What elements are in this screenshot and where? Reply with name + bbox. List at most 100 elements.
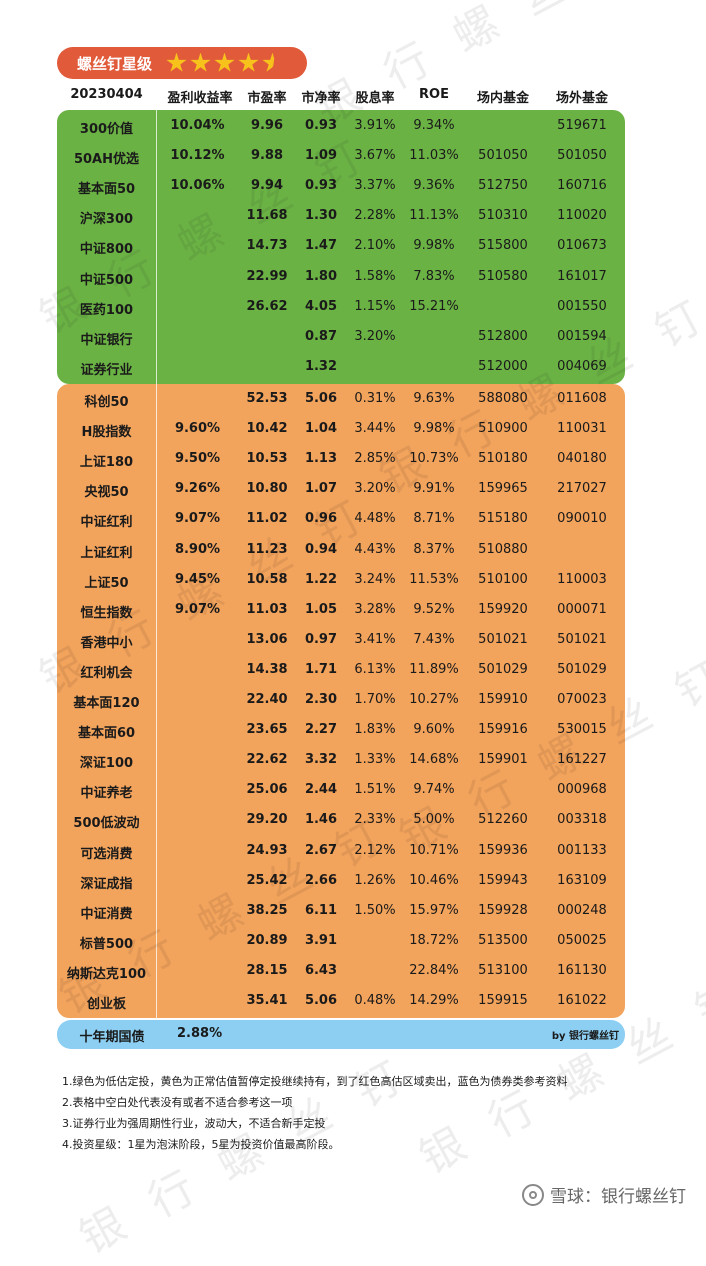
cell-out: 530015 — [557, 722, 607, 738]
cell-out: 161130 — [557, 962, 607, 978]
table-row: 500低波动 29.20 1.46 2.33% 5.00% 512260 003318 — [57, 805, 625, 835]
table-row: H股指数 9.60% 10.42 1.04 3.44% 9.98% 510900 110031 — [57, 414, 625, 444]
star-rating-badge: 螺丝钉星级 — [57, 47, 307, 79]
cell-pe: 13.06 — [246, 631, 288, 647]
cell-name: 纳斯达克100 — [66, 966, 147, 982]
cell-out: 501021 — [557, 631, 607, 647]
cell-dy: 2.10% — [354, 238, 396, 254]
cell-pb: 1.32 — [304, 358, 338, 374]
cell-in: 510310 — [478, 208, 528, 224]
cell-ey: 10.12% — [170, 148, 225, 164]
cell-dy: 3.44% — [354, 421, 396, 437]
cell-out: 217027 — [557, 481, 607, 497]
cell-dy: 4.43% — [354, 541, 396, 557]
cell-roe: 10.71% — [409, 842, 459, 858]
cell-pe: 22.99 — [246, 268, 288, 284]
cell-dy: 6.13% — [354, 661, 396, 677]
cell-in: 159943 — [478, 872, 528, 888]
cell-name: 医药100 — [79, 302, 134, 318]
cell-out: 160716 — [557, 178, 607, 194]
cell-dy: 0.31% — [354, 391, 396, 406]
cell-pe: 29.20 — [246, 812, 288, 828]
cell-ey: 9.45% — [174, 571, 221, 587]
table-header: 20230404 盈利收益率 市盈率 市净率 股息率 ROE 场内基金 场外基金 — [57, 85, 625, 107]
cell-pe: 11.02 — [246, 511, 288, 527]
cell-pe: 26.62 — [246, 298, 288, 314]
table-row: 基本面50 10.06% 9.94 0.93 3.37% 9.36% 512750 16071… — [57, 171, 625, 201]
bond-name: 十年期国债 — [79, 1030, 145, 1045]
header-dividend-yield: 股息率 — [355, 91, 395, 106]
cell-ey: 8.90% — [174, 541, 221, 557]
cell-out: 163109 — [557, 872, 607, 888]
cell-in: 159928 — [478, 902, 528, 918]
cell-in: 501029 — [478, 661, 528, 677]
cell-dy: 3.41% — [354, 631, 396, 647]
cell-in: 159936 — [478, 842, 528, 858]
header-off-exchange-fund: 场外基金 — [555, 91, 608, 106]
cell-roe: 7.43% — [413, 631, 455, 647]
cell-dy: 1.83% — [354, 722, 396, 738]
cell-in: 513500 — [478, 932, 528, 948]
cell-roe: 9.98% — [413, 421, 455, 437]
cell-pe: 25.42 — [246, 872, 288, 888]
cell-pe: 10.58 — [246, 571, 288, 587]
cell-name: 证券行业 — [80, 362, 133, 378]
cell-in: 512000 — [478, 358, 528, 374]
cell-name: 香港中小 — [80, 635, 133, 651]
cell-pe: 11.23 — [246, 541, 288, 557]
cell-roe: 15.21% — [409, 298, 459, 314]
table-row: 香港中小 13.06 0.97 3.41% 7.43% 501021 501021 — [57, 625, 625, 655]
cell-name: 创业板 — [86, 997, 126, 1012]
cell-name: 沪深300 — [79, 212, 134, 228]
cell-pb: 1.05 — [304, 601, 338, 617]
bond-yield: 2.88% — [177, 1026, 223, 1041]
table-row: 纳斯达克100 28.15 6.43 22.84% 513100 161130 — [57, 956, 625, 986]
cell-dy: 1.15% — [354, 298, 396, 314]
cell-pe: 9.96 — [250, 118, 284, 133]
cell-out: 161227 — [557, 752, 607, 768]
cell-ey: 9.26% — [174, 481, 221, 497]
cell-in: 159915 — [478, 993, 528, 1008]
cell-in: 501050 — [478, 148, 528, 164]
table-row: 沪深300 11.68 1.30 2.28% 11.13% 510310 110020 — [57, 201, 625, 231]
cell-roe: 11.13% — [409, 208, 459, 224]
snowball-logo-icon — [522, 1183, 544, 1206]
cell-in: 512260 — [478, 812, 528, 828]
cell-ey: 9.07% — [174, 601, 221, 617]
cell-out: 001550 — [557, 298, 607, 314]
cell-pe: 14.73 — [246, 238, 288, 254]
header-pb: 市净率 — [301, 91, 341, 106]
cell-out: 050025 — [557, 932, 607, 948]
cell-in: 159916 — [478, 722, 528, 738]
cell-out: 070023 — [557, 692, 607, 707]
cell-in: 512750 — [478, 178, 528, 194]
column-divider — [156, 110, 157, 384]
cell-dy: 1.58% — [354, 268, 396, 284]
cell-roe: 18.72% — [409, 932, 459, 948]
cell-pb: 1.46 — [304, 812, 338, 828]
star-icon — [166, 53, 187, 74]
table-row: 证券行业 1.32 512000 004069 — [57, 352, 625, 382]
cell-in: 501021 — [478, 631, 528, 647]
cell-name: 上证红利 — [80, 545, 133, 561]
table-row: 标普500 20.89 3.91 18.72% 513500 050025 — [57, 926, 625, 956]
cell-dy: 3.20% — [354, 481, 396, 497]
cell-roe: 11.53% — [409, 571, 459, 587]
cell-pe: 10.42 — [246, 421, 288, 437]
cell-out: 161017 — [557, 268, 607, 284]
table-row: 中证消费 38.25 6.11 1.50% 15.97% 159928 000248 — [57, 896, 625, 926]
header-on-exchange-fund: 场内基金 — [476, 91, 529, 106]
cell-out: 110003 — [557, 571, 607, 587]
cell-pe: 20.89 — [246, 932, 288, 948]
cell-pe: 23.65 — [246, 722, 288, 738]
cell-roe: 7.83% — [413, 268, 455, 284]
cell-pe: 52.53 — [246, 391, 288, 406]
cell-roe: 14.29% — [409, 993, 459, 1008]
cell-name: 500低波动 — [73, 816, 140, 832]
cell-out: 000968 — [557, 782, 607, 798]
cell-in: 510580 — [478, 268, 528, 284]
cell-pb: 4.05 — [304, 298, 338, 314]
cell-pb: 2.27 — [304, 722, 338, 738]
badge-title: 螺丝钉星级 — [77, 54, 153, 73]
table-row: 上证50 9.45% 10.58 1.22 3.24% 11.53% 510100 11000… — [57, 565, 625, 595]
